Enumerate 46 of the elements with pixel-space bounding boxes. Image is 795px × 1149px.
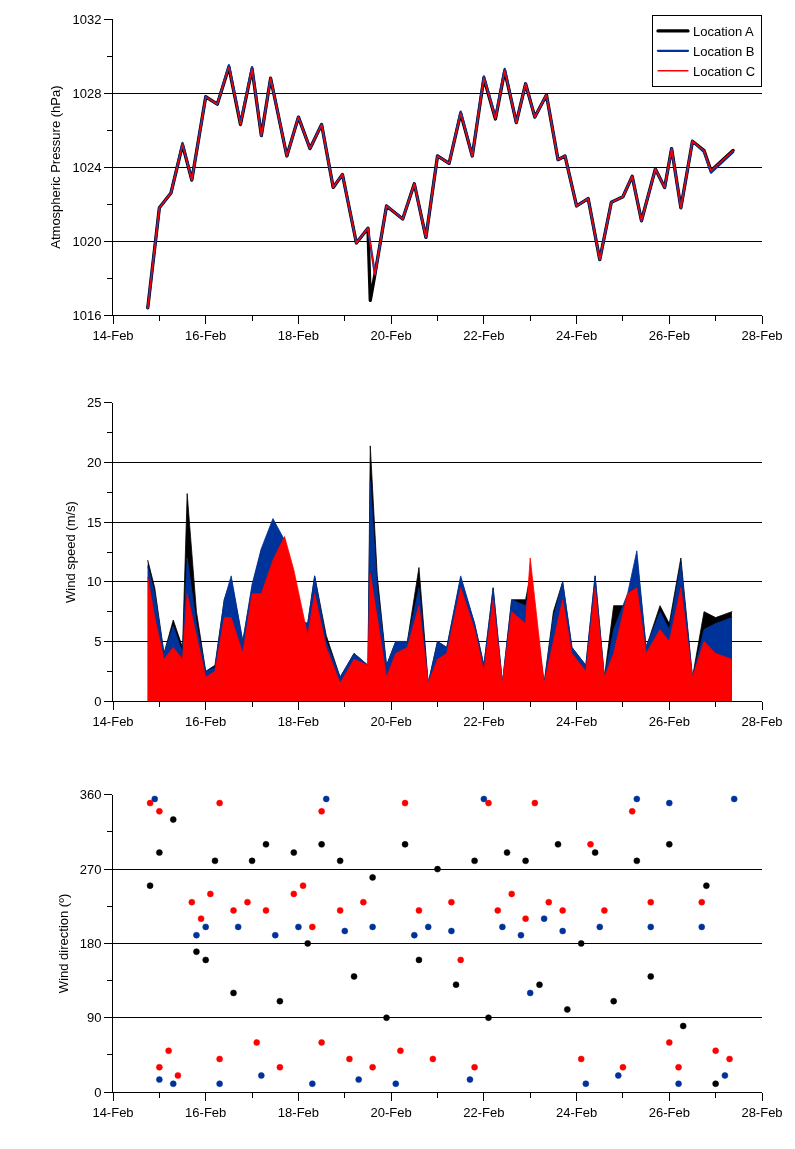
- x-tick-label: 24-Feb: [555, 1104, 598, 1120]
- y-tick-label: 0: [94, 1084, 102, 1100]
- y-tick-label: 15: [86, 514, 102, 530]
- y-axis-title: Atmospheric Pressure (hPa): [48, 85, 64, 249]
- x-tick-label: 14-Feb: [92, 1104, 134, 1120]
- y-axis-title: Wind speed (m/s): [62, 501, 78, 603]
- x-tick-label: 18-Feb: [277, 1104, 320, 1120]
- legend-label: Location B: [693, 43, 755, 59]
- x-tick-label: 22-Feb: [463, 713, 505, 729]
- y-tick-label: 1028: [72, 85, 102, 101]
- x-tick-label: 24-Feb: [555, 327, 598, 343]
- y-tick-label: 90: [86, 1010, 102, 1026]
- x-tick-label: 16-Feb: [185, 713, 227, 729]
- x-tick-label: 16-Feb: [185, 327, 227, 343]
- y-tick-label: 25: [86, 395, 102, 411]
- y-tick-label: 1016: [72, 307, 102, 323]
- x-tick-label: 24-Feb: [555, 713, 598, 729]
- x-tick-label: 20-Feb: [370, 1104, 412, 1120]
- x-tick-label: 18-Feb: [277, 713, 320, 729]
- y-tick-label: 1024: [72, 159, 102, 175]
- x-tick-label: 20-Feb: [370, 327, 412, 343]
- x-tick-label: 22-Feb: [463, 1104, 505, 1120]
- x-tick-label: 16-Feb: [185, 1104, 227, 1120]
- x-tick-label: 28-Feb: [741, 327, 783, 343]
- x-tick-label: 26-Feb: [648, 713, 690, 729]
- y-tick-label: 270: [79, 861, 102, 877]
- legend-label: Location A: [693, 24, 755, 40]
- x-tick-label: 26-Feb: [648, 327, 690, 343]
- y-tick-label: 1032: [72, 11, 102, 27]
- y-tick-label: 360: [79, 787, 102, 803]
- x-tick-label: 28-Feb: [741, 1104, 783, 1120]
- x-tick-label: 14-Feb: [92, 713, 134, 729]
- x-tick-label: 28-Feb: [741, 713, 783, 729]
- y-tick-label: 20: [86, 455, 102, 471]
- x-tick-label: 18-Feb: [277, 327, 320, 343]
- y-axis-title: Wind direction (º): [55, 893, 71, 994]
- y-tick-label: 180: [79, 935, 102, 951]
- y-tick-label: 5: [94, 634, 102, 650]
- x-tick-label: 22-Feb: [463, 327, 505, 343]
- y-tick-label: 10: [86, 574, 102, 590]
- y-tick-label: 1020: [72, 233, 102, 249]
- x-tick-label: 26-Feb: [648, 1104, 690, 1120]
- x-tick-label: 20-Feb: [370, 713, 412, 729]
- legend-label: Location C: [693, 63, 756, 79]
- y-tick-label: 0: [94, 693, 102, 709]
- x-tick-label: 14-Feb: [92, 327, 134, 343]
